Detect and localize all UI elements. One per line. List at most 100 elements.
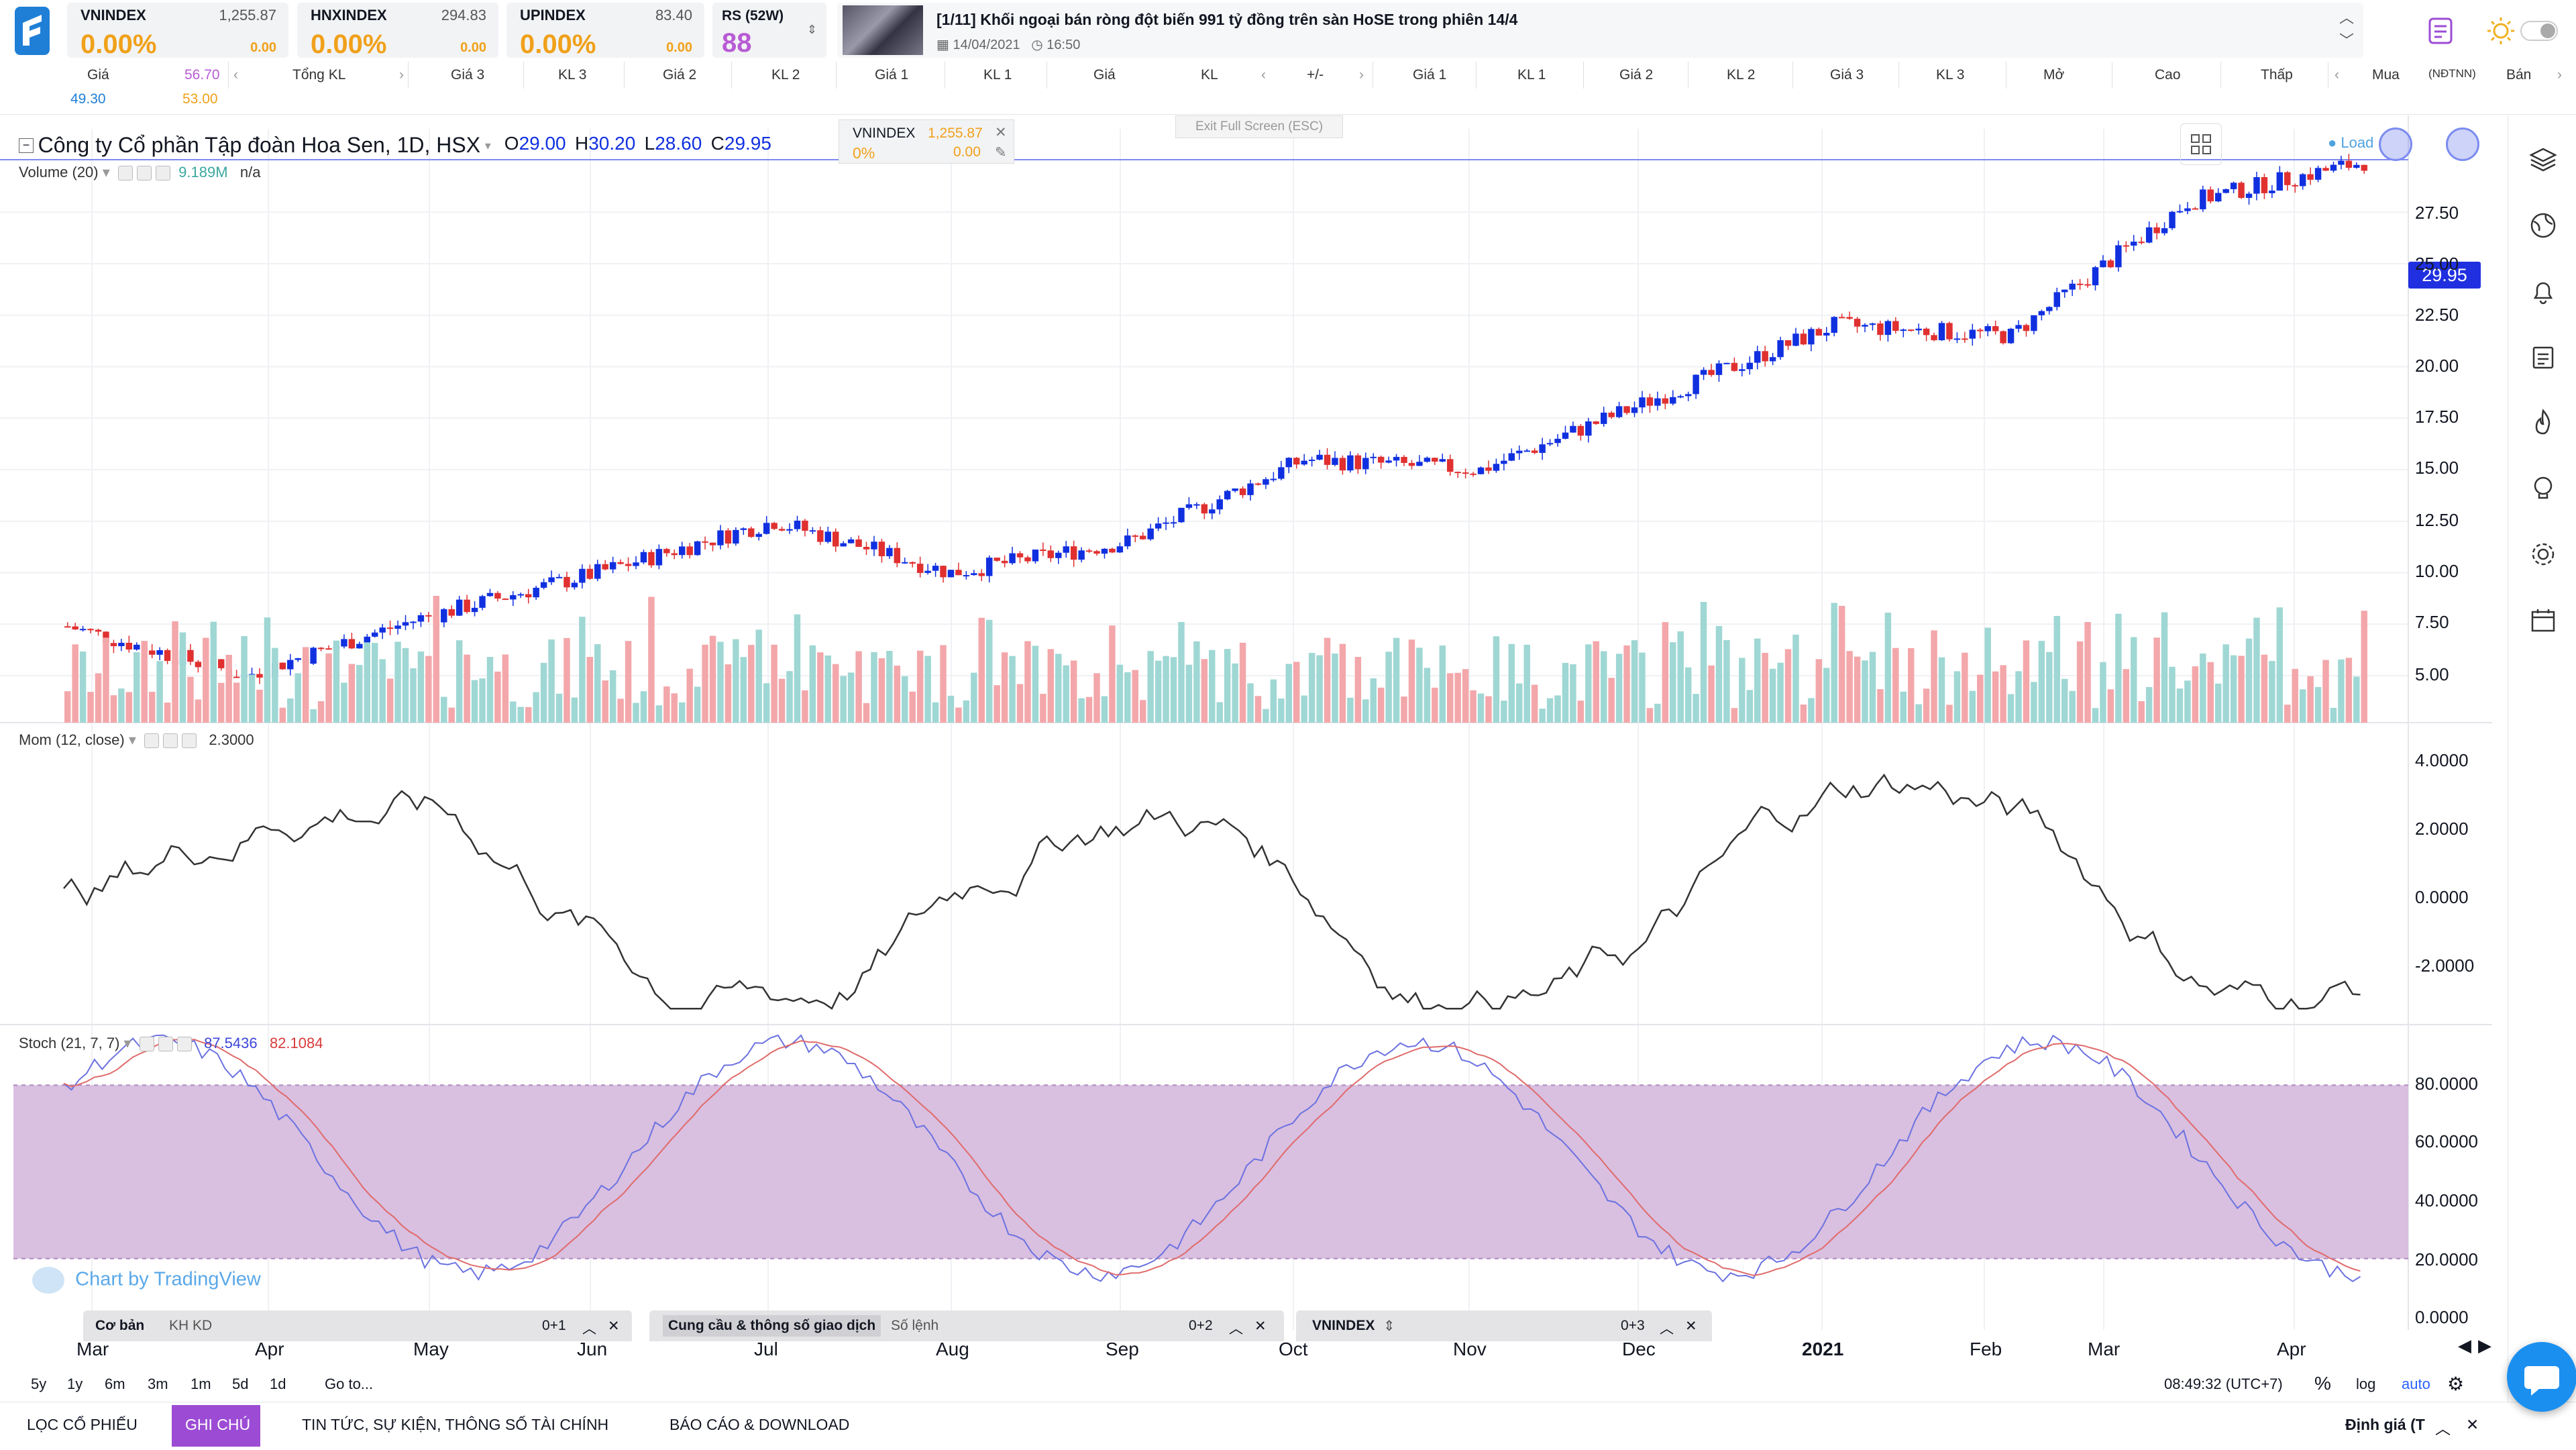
panel-vnindex[interactable]: VNINDEX ⇕ 0+3 ︿ ✕	[1296, 1310, 1712, 1341]
chevron-down-icon[interactable]: ﹀	[2339, 32, 2354, 49]
index-card-upindex[interactable]: UPINDEX 83.40 0.00% 0.00	[506, 3, 704, 59]
eye-icon[interactable]	[139, 1037, 154, 1052]
theme-toggle-icon[interactable]	[2482, 12, 2563, 50]
panel-tab[interactable]: Số lệnh	[891, 1318, 939, 1333]
timeframe-5d[interactable]: 5d	[232, 1376, 249, 1392]
volume-bar	[110, 695, 117, 723]
chevron-right-icon[interactable]: ›	[399, 67, 404, 83]
compare-symbol-legend[interactable]: VNINDEX 1,255.87 0% 0.00 ✕ ✎	[839, 119, 1014, 164]
collapse-icon[interactable]: −	[19, 138, 34, 153]
calendar-grid-icon[interactable]	[2528, 605, 2558, 635]
index-card-vnindex[interactable]: VNINDEX 1,255.87 0.00% 0.00	[67, 3, 288, 59]
sort-arrows-icon[interactable]: ⇕	[1383, 1318, 1395, 1334]
auto-scale-toggle[interactable]: auto	[2402, 1376, 2430, 1392]
percent-scale-toggle[interactable]: %	[2314, 1373, 2331, 1394]
candle-body	[1800, 333, 1807, 345]
remove-icon[interactable]	[182, 733, 197, 749]
settings-icon[interactable]	[158, 1037, 173, 1052]
chevron-left-icon[interactable]: ‹	[2334, 67, 2339, 83]
exit-fullscreen-button[interactable]: Exit Full Screen (ESC)	[1175, 115, 1343, 138]
close-icon[interactable]: ✕	[1685, 1318, 1697, 1334]
volume-bar	[172, 621, 178, 723]
chevron-left-icon[interactable]: ‹	[1261, 67, 1266, 83]
panel-tab-active[interactable]: VNINDEX	[1312, 1318, 1375, 1333]
chevron-down-icon[interactable]: ▾	[128, 731, 136, 748]
volume-bar	[1931, 630, 1937, 723]
chevron-left-icon[interactable]: ‹	[233, 67, 238, 83]
chevron-right-icon[interactable]: ›	[2557, 67, 2562, 83]
remove-icon[interactable]	[176, 1037, 192, 1052]
chevron-up-icon[interactable]: ︿	[2435, 1420, 2451, 1437]
notes-icon[interactable]	[2422, 12, 2459, 50]
chart-area[interactable]: − Công ty Cổ phần Tập đoàn Hoa Sen, 1D, …	[0, 115, 2508, 1394]
panel-cung-cau[interactable]: Cung cầu & thông số giao dịch Số lệnh 0+…	[649, 1310, 1284, 1341]
close-icon[interactable]: ✕	[608, 1318, 620, 1334]
eye-icon[interactable]	[144, 733, 160, 749]
chevron-up-icon[interactable]: ︿	[1229, 1321, 1243, 1337]
panel-tab-active[interactable]: Cung cầu & thông số giao dịch	[663, 1315, 881, 1337]
gear-icon[interactable]	[2528, 539, 2558, 569]
crosshair-handle[interactable]	[2379, 127, 2412, 161]
chevron-up-icon[interactable]: ︿	[2339, 9, 2354, 26]
gear-icon[interactable]: ⚙	[2447, 1374, 2465, 1394]
volume-bar	[2330, 707, 2337, 723]
timeframe-6m[interactable]: 6m	[105, 1376, 125, 1392]
nav-dinh-gia[interactable]: Định giá (T	[2345, 1416, 2425, 1433]
candle-body	[1546, 443, 1554, 445]
close-icon[interactable]: ✕	[2466, 1416, 2479, 1433]
fire-icon[interactable]	[2528, 408, 2558, 437]
chevron-up-icon[interactable]: ︿	[582, 1321, 596, 1337]
timeframe-1y[interactable]: 1y	[67, 1376, 83, 1392]
news-ticker[interactable]: [1/11] Khối ngoại bán ròng đột biến 991 …	[837, 3, 2363, 58]
col-gia2-sell: Giá 2	[1619, 67, 1654, 83]
nav-tin-tuc[interactable]: TIN TỨC, SỰ KIỆN, THÔNG SỐ TÀI CHÍNH	[302, 1416, 609, 1433]
nav-loc-co-phieu[interactable]: LỌC CỔ PHIẾU	[27, 1416, 138, 1433]
scroll-right-icon[interactable]: ▶	[2478, 1335, 2491, 1355]
price-axis-label: 10.00	[2415, 561, 2459, 581]
tradingview-watermark[interactable]: Chart by TradingView	[32, 1267, 261, 1294]
chevron-down-icon[interactable]: ▾	[102, 164, 110, 180]
panel-tab[interactable]: KH KD	[169, 1318, 213, 1333]
settings-icon[interactable]	[163, 733, 178, 749]
chevron-down-icon[interactable]: ▾	[123, 1035, 131, 1051]
timeframe-5y[interactable]: 5y	[31, 1376, 47, 1392]
panel-co-ban[interactable]: Cơ bản KH KD 0+1 ︿ ✕	[83, 1310, 632, 1341]
nav-ghi-chu[interactable]: GHI CHÚ	[185, 1416, 251, 1433]
candle-body	[2169, 211, 2176, 229]
chart-canvas[interactable]	[0, 115, 2508, 1394]
timeframe-3m[interactable]: 3m	[148, 1376, 168, 1392]
news-title[interactable]: [1/11] Khối ngoại bán ròng đột biến 991 …	[936, 11, 1518, 28]
nav-bao-cao[interactable]: BÁO CÁO & DOWNLOAD	[669, 1416, 850, 1433]
layout-grid-icon[interactable]	[2180, 123, 2222, 165]
close-icon[interactable]: ✕	[1254, 1318, 1267, 1334]
rs-card[interactable]: RS (52W) 88 ⇕	[712, 3, 826, 58]
time-axis-label: Mar	[2088, 1339, 2121, 1359]
sort-arrows-icon[interactable]: ⇕	[806, 23, 817, 36]
panel-tab-active[interactable]: Cơ bản	[95, 1318, 145, 1333]
remove-icon[interactable]	[155, 166, 170, 181]
layers-icon[interactable]	[2528, 145, 2558, 174]
crosshair-handle[interactable]	[2446, 127, 2479, 161]
candle-body	[1270, 478, 1277, 480]
edit-icon[interactable]: ✎	[995, 145, 1007, 160]
idea-icon[interactable]	[2528, 474, 2558, 503]
timeframe-1d[interactable]: 1d	[270, 1376, 286, 1392]
globe-icon[interactable]	[2528, 211, 2558, 240]
clipboard-icon[interactable]	[2528, 342, 2558, 372]
chevron-down-icon[interactable]: ▾	[484, 139, 491, 152]
log-scale-toggle[interactable]: log	[2356, 1376, 2376, 1392]
scroll-left-icon[interactable]: ◀	[2458, 1335, 2471, 1355]
eye-icon[interactable]	[117, 166, 133, 181]
time-axis-label: Oct	[1279, 1339, 1308, 1359]
close-icon[interactable]: ✕	[995, 125, 1007, 140]
settings-icon[interactable]	[136, 166, 152, 181]
index-card-hnxindex[interactable]: HNXINDEX 294.83 0.00% 0.00	[297, 3, 498, 59]
chevron-up-icon[interactable]: ︿	[1660, 1321, 1674, 1337]
bell-icon[interactable]	[2528, 276, 2558, 306]
volume-bar	[902, 676, 908, 723]
goto-date-button[interactable]: Go to...	[325, 1376, 374, 1392]
app-logo-icon[interactable]	[12, 5, 52, 56]
chat-button[interactable]	[2507, 1342, 2576, 1412]
timeframe-1m[interactable]: 1m	[191, 1376, 211, 1392]
chevron-right-icon[interactable]: ›	[1359, 67, 1364, 83]
